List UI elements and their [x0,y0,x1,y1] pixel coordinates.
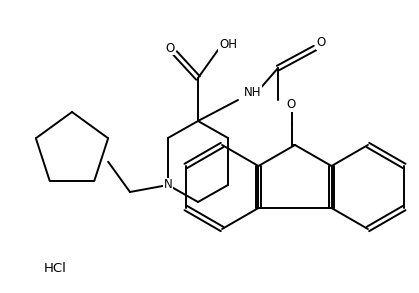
Text: OH: OH [219,38,237,52]
Text: HCl: HCl [44,261,67,275]
Text: O: O [286,98,295,112]
Text: NH: NH [244,86,261,98]
Text: O: O [166,42,175,54]
Text: N: N [164,178,172,192]
Text: O: O [316,37,326,50]
